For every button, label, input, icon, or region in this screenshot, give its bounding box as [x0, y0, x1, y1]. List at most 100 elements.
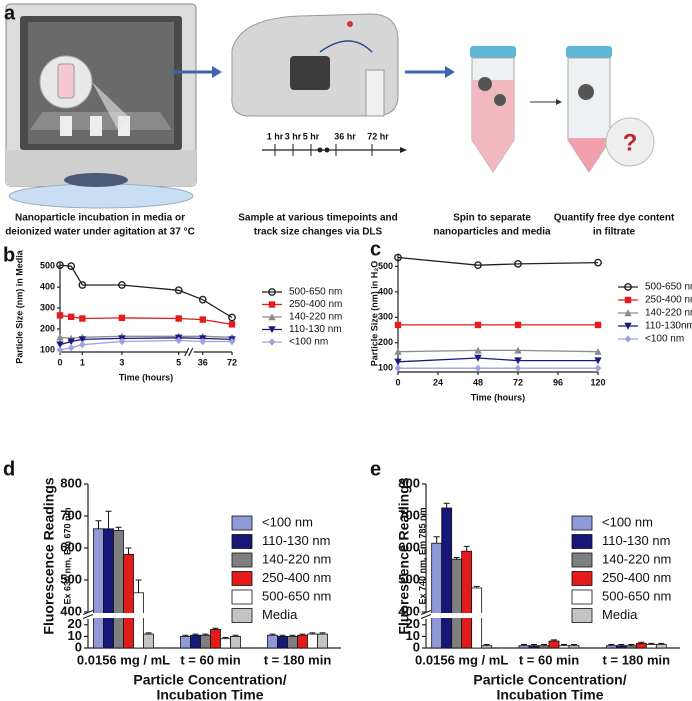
- series-line: [397, 357, 598, 363]
- x-tick-label: 5: [176, 357, 181, 367]
- error-bar: [299, 633, 306, 636]
- y-tick-label: 20: [68, 616, 82, 631]
- legend-label: Media: [602, 607, 638, 622]
- legend-marker: [624, 322, 632, 330]
- legend-swatch: [231, 534, 253, 549]
- y-tick-label: 500: [40, 261, 55, 271]
- legend-label: 500-650 nm: [289, 287, 342, 298]
- marker: [394, 253, 402, 262]
- error-bar: [463, 545, 470, 552]
- panel-label: a: [4, 2, 16, 24]
- x-tick-label: t = 60 min: [180, 652, 240, 667]
- error-bar: [202, 633, 209, 636]
- y-tick-label: 800: [398, 475, 420, 490]
- x-axis-label: Incubation Time: [496, 687, 603, 701]
- marker: [78, 281, 87, 289]
- x-tick-label: 0.0156 mg / mL: [415, 652, 508, 667]
- y-tick-label: 0: [75, 639, 82, 654]
- timeline-label: 72 hr: [367, 131, 389, 141]
- axis-break: [82, 609, 94, 616]
- legend-marker: [268, 326, 276, 334]
- error-bar: [433, 536, 440, 544]
- marker: [67, 338, 75, 346]
- error-bar: [571, 644, 577, 646]
- question-mark: ?: [623, 129, 638, 156]
- error-bar: [269, 633, 276, 636]
- legend-label: <100 nm: [602, 514, 653, 529]
- y-tick-label: 700: [60, 507, 82, 522]
- series-line: [59, 339, 232, 351]
- marker: [474, 346, 482, 354]
- x-tick-label: 0.0156 mg / mL: [77, 652, 170, 667]
- error-bar: [105, 510, 112, 529]
- error-bar: [145, 632, 152, 635]
- marker: [594, 321, 602, 329]
- y-tick-label: 10: [68, 628, 82, 643]
- marker: [56, 341, 64, 349]
- legend-marker: [624, 283, 632, 291]
- marker: [56, 333, 64, 341]
- y-tick-label: 100: [378, 363, 393, 373]
- error-bar: [473, 585, 480, 588]
- legend-marker: [268, 288, 276, 296]
- axis-gap: [80, 613, 341, 618]
- marker: [474, 261, 482, 270]
- x-tick-label: 0: [57, 357, 62, 367]
- marker: [118, 314, 126, 322]
- y-tick-label: 200: [378, 337, 393, 347]
- legend-swatch: [571, 515, 593, 531]
- legend-label: 500-650 nm: [645, 282, 692, 293]
- legend-marker: [268, 313, 276, 321]
- step-caption: Nanoparticle incubation in media or: [15, 213, 185, 224]
- bar: [451, 558, 463, 649]
- axis-break: [188, 347, 194, 357]
- x-tick-label: 96: [553, 377, 563, 387]
- y-tick-label: 500: [398, 571, 420, 586]
- error-bar: [531, 644, 537, 646]
- x-tick-label: 24: [433, 377, 443, 387]
- error-bar: [192, 633, 199, 636]
- legend-swatch: [571, 608, 593, 623]
- y-axis-sublabel: Ex 740 nm, Em 785 nm: [417, 507, 427, 604]
- legend-marker: [624, 296, 632, 304]
- x-tick-label: 1: [80, 357, 85, 367]
- legend-marker: [624, 335, 632, 343]
- legend-label: <100 nm: [262, 514, 313, 529]
- error-bar: [309, 632, 316, 635]
- bar: [568, 645, 580, 649]
- series-line: [59, 314, 233, 326]
- legend-swatch: [571, 571, 593, 586]
- error-bar: [212, 627, 219, 630]
- bar: [277, 636, 288, 649]
- bar: [287, 636, 298, 649]
- panel-a-artwork: [5, 3, 655, 209]
- y-tick-label: 400: [40, 281, 55, 291]
- legend-label: <100 nm: [289, 337, 328, 348]
- error-bar: [289, 634, 296, 637]
- x-axis-label: Particle Concentration/: [473, 672, 626, 688]
- legend-label: 250-400 nm: [645, 295, 692, 306]
- y-tick-label: 400: [398, 603, 420, 618]
- legend-swatch: [571, 589, 593, 605]
- marker: [228, 321, 236, 328]
- legend-label: 250-400 nm: [262, 570, 331, 585]
- panel-label: c: [370, 238, 381, 260]
- step-caption: Sample at various timepoints and: [238, 213, 397, 224]
- bar: [481, 645, 493, 649]
- marker: [79, 315, 86, 322]
- y-tick-label: 400: [378, 286, 393, 296]
- legend-swatch: [231, 571, 253, 586]
- axis-break: [184, 347, 190, 357]
- marker: [514, 260, 522, 268]
- panel-label: e: [370, 458, 381, 480]
- bar: [548, 640, 560, 649]
- bar: [190, 634, 201, 649]
- error-bar: [551, 639, 557, 642]
- marker: [394, 358, 402, 366]
- shaker-base: [8, 183, 194, 209]
- series-line: [397, 349, 599, 353]
- y-tick-label: 0: [413, 639, 420, 654]
- legend-label: 110-130 nm: [289, 324, 342, 335]
- y-tick-label: 300: [40, 302, 55, 312]
